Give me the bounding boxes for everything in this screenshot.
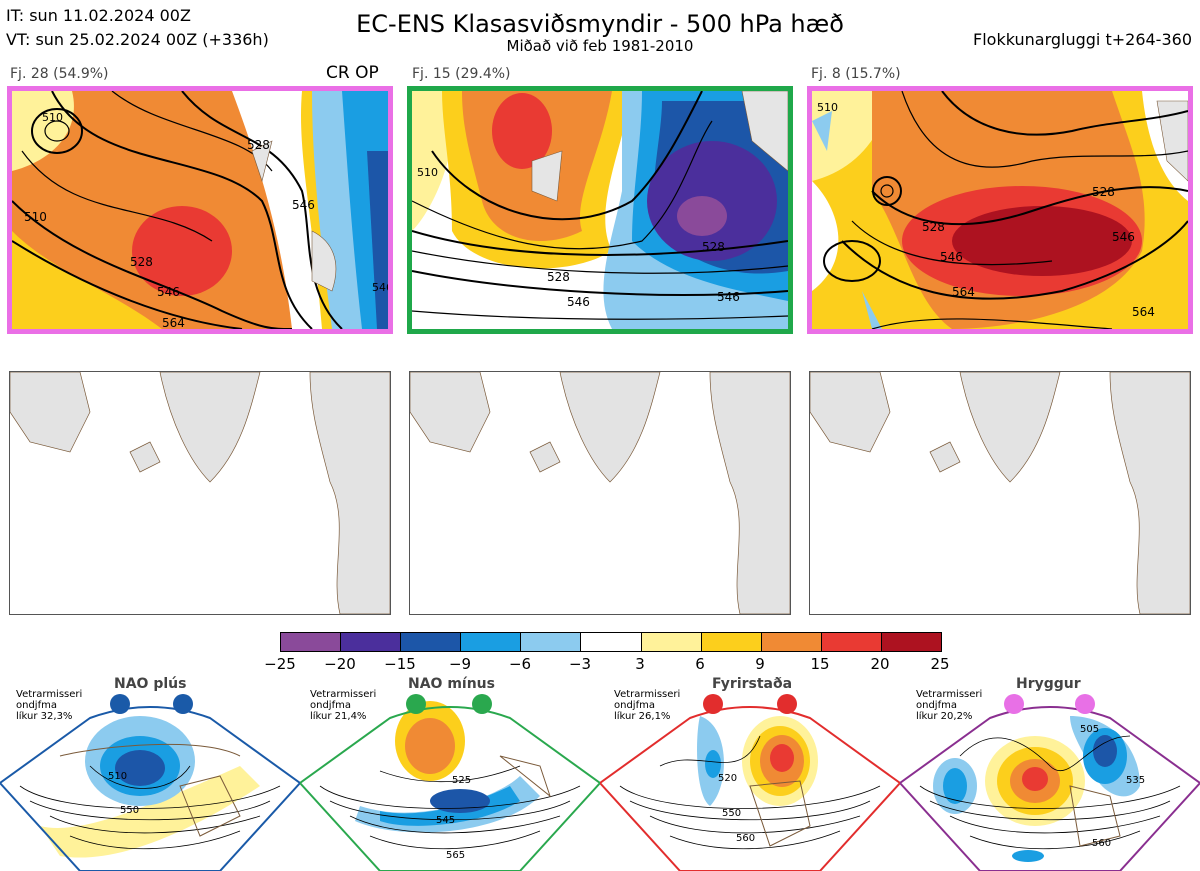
colorbar-tick: −9 (448, 655, 472, 673)
regime-contour-label: 565 (446, 850, 465, 861)
colorbar-tick: 15 (810, 655, 830, 673)
colorbar-tick: 9 (755, 655, 765, 673)
colorbar-tick: 25 (930, 655, 950, 673)
regime-pattern: ondjfma (614, 700, 655, 711)
regime-ridge[interactable]: 505 535 560 Hryggur Vetrarmisseri ondjfm… (900, 676, 1200, 871)
regime-nao-plus-map: 510 550 (0, 694, 300, 871)
colorbar-swatch (821, 633, 882, 651)
colorbar-swatch (761, 633, 822, 651)
cluster-1-map-graphic: 510 528 546 564 528 546 510 546 (12, 91, 388, 329)
regime-contour-label: 560 (1092, 838, 1111, 849)
colorbar-swatch (881, 633, 942, 651)
contour-label: 510 (417, 166, 438, 179)
contour-label: 528 (922, 220, 945, 234)
cluster-3-map-graphic: 528 546 564 564 510 528 546 (812, 91, 1188, 329)
cluster-1-tag: CR OP (326, 63, 379, 83)
colorbar-tick: 20 (870, 655, 890, 673)
regime-nao-plus[interactable]: 510 550 NAO plús Vetrarmisseri ondjfma l… (0, 676, 300, 871)
contour-label: 510 (24, 210, 47, 224)
regime-name: NAO plús (114, 676, 187, 692)
contour-label: 546 (372, 281, 388, 294)
contour-label: 546 (940, 250, 963, 264)
contour-label: 528 (547, 270, 570, 284)
colorbar-swatch (461, 633, 522, 651)
regime-season: Vetrarmisseri (16, 689, 83, 700)
contour-label: 546 (717, 290, 740, 304)
regime-pattern: ondjfma (916, 700, 957, 711)
regime-probability: líkur 26,1% (614, 711, 671, 722)
contour-label: 564 (162, 316, 185, 329)
contour-label: 528 (247, 138, 270, 152)
regime-ridge-map: 505 535 560 (900, 694, 1200, 871)
empty-map-1 (9, 371, 391, 615)
contour-label: 528 (1092, 185, 1115, 199)
colorbar-tick: −6 (508, 655, 532, 673)
regime-pattern: ondjfma (16, 700, 57, 711)
contour-label: 546 (292, 198, 315, 212)
contour-label: 528 (702, 240, 725, 254)
regime-contour-label: 510 (108, 771, 127, 782)
regime-contour-label: 560 (736, 833, 755, 844)
colorbar-tick: −25 (264, 655, 296, 673)
regime-contour-label: 520 (718, 773, 737, 784)
regime-name: Fyrirstaða (712, 676, 793, 692)
cluster-2-map-graphic: 528 546 510 528 546 (412, 91, 788, 329)
valid-time: VT: sun 25.02.2024 00Z (+336h) (6, 30, 269, 49)
cluster-2-map[interactable]: 528 546 510 528 546 (407, 86, 793, 334)
contour-label: 564 (952, 285, 975, 299)
colorbar-swatch (341, 633, 402, 651)
colorbar-swatch (521, 633, 582, 651)
regime-name: NAO mínus (408, 676, 495, 692)
regime-blocking-map: 520 550 560 (600, 694, 900, 871)
colorbar-swatch (701, 633, 762, 651)
regime-contour-label: 550 (120, 805, 139, 816)
regime-contour-label: 525 (452, 775, 471, 786)
regime-contour-label: 505 (1080, 724, 1099, 735)
regime-probability: líkur 32,3% (16, 711, 73, 722)
regime-pattern: ondjfma (310, 700, 351, 711)
cluster-1-label: Fj. 28 (54.9%) (10, 66, 109, 82)
empty-map-2 (409, 371, 791, 615)
colorbar-swatch (401, 633, 462, 651)
colorbar-swatch (281, 633, 342, 651)
regime-probability: líkur 20,2% (916, 711, 973, 722)
colorbar-tick: −3 (568, 655, 592, 673)
colorbar-swatch (581, 633, 642, 651)
contour-label: 510 (42, 111, 63, 124)
colorbar (280, 632, 942, 652)
cluster-3-map[interactable]: 528 546 564 564 510 528 546 (807, 86, 1193, 334)
classification-window: Flokkunargluggi t+264-360 (973, 30, 1192, 49)
contour-label: 546 (157, 285, 180, 299)
regime-probability: líkur 21,4% (310, 711, 367, 722)
colorbar-tick: 6 (695, 655, 705, 673)
regime-season: Vetrarmisseri (310, 689, 377, 700)
regime-season: Vetrarmisseri (614, 689, 681, 700)
contour-label: 564 (1132, 305, 1155, 319)
regime-nao-minus-map: 525 545 565 (300, 694, 600, 871)
colorbar-tick: 3 (635, 655, 645, 673)
page-subtitle: Miðað við feb 1981-2010 (506, 37, 694, 55)
initial-time: IT: sun 11.02.2024 00Z (6, 6, 191, 25)
contour-label: 510 (817, 101, 838, 114)
regime-nao-minus[interactable]: 525 545 565 NAO mínus Vetrarmisseri ondj… (300, 676, 600, 871)
cluster-2-label: Fj. 15 (29.4%) (412, 66, 511, 82)
colorbar-tick: −15 (384, 655, 416, 673)
regime-season: Vetrarmisseri (916, 689, 983, 700)
regime-contour-label: 550 (722, 808, 741, 819)
empty-map-3 (809, 371, 1191, 615)
page-title: EC-ENS Klasasviðsmyndir - 500 hPa hæð (356, 10, 844, 38)
regime-blocking[interactable]: 520 550 560 Fyrirstaða Vetrarmisseri ond… (600, 676, 900, 871)
regime-contour-label: 535 (1126, 775, 1145, 786)
regime-contour-label: 545 (436, 815, 455, 826)
colorbar-tick: −20 (324, 655, 356, 673)
regime-name: Hryggur (1016, 676, 1081, 692)
colorbar-swatch (641, 633, 702, 651)
contour-label: 546 (1112, 230, 1135, 244)
cluster-1-map[interactable]: 510 528 546 564 528 546 510 546 (7, 86, 393, 334)
cluster-3-label: Fj. 8 (15.7%) (811, 66, 901, 82)
contour-label: 546 (567, 295, 590, 309)
contour-label: 528 (130, 255, 153, 269)
